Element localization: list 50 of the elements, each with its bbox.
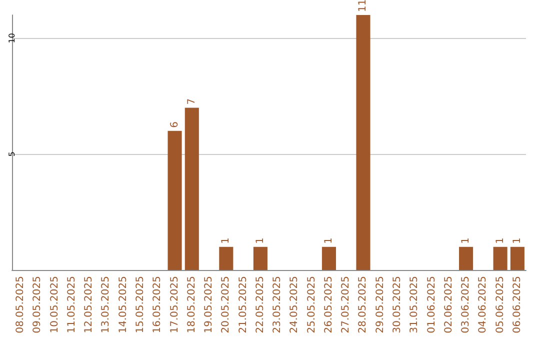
x-tick-label: 02.06.2025 [443, 276, 454, 334]
x-tick-label: 30.05.2025 [392, 276, 403, 334]
x-tick-label: 06.06.2025 [512, 276, 523, 334]
x-tick-label: 28.05.2025 [358, 276, 369, 334]
x-tick-label: 20.05.2025 [220, 276, 232, 334]
x-tick-label: 23.05.2025 [272, 276, 284, 334]
bar [168, 130, 182, 270]
x-tick-label: 16.05.2025 [152, 276, 164, 334]
data-label: 11 [358, 0, 369, 12]
x-tick-label: 10.05.2025 [49, 276, 60, 334]
x-tick-label: 09.05.2025 [32, 276, 44, 334]
data-label: 7 [186, 98, 198, 105]
y-tick-label: 10 [8, 33, 16, 44]
x-tick-label: 25.05.2025 [306, 276, 318, 334]
x-tick-label: 15.05.2025 [135, 276, 146, 334]
x-tick-label: 26.05.2025 [323, 276, 334, 334]
x-tick-label: 03.06.2025 [460, 276, 472, 334]
bar [356, 15, 370, 270]
bar [322, 246, 336, 270]
x-tick-label: 31.05.2025 [409, 276, 420, 334]
bar [493, 246, 508, 270]
x-tick-label: 24.05.2025 [289, 276, 300, 334]
y-tick-label: 5 [8, 152, 16, 157]
data-label: 1 [460, 237, 472, 244]
x-tick-label: 21.05.2025 [238, 276, 249, 334]
x-tick-label: 18.05.2025 [186, 276, 198, 334]
x-tick-label: 04.06.2025 [478, 276, 489, 334]
data-label: 1 [512, 237, 523, 244]
x-tick-label: 11.05.2025 [66, 276, 78, 334]
bar [184, 108, 199, 270]
data-label: 6 [169, 122, 180, 128]
data-label: 1 [323, 237, 334, 244]
x-tick-label: 19.05.2025 [204, 276, 215, 334]
x-tick-label: 22.05.2025 [254, 276, 266, 334]
bar [510, 246, 524, 270]
x-tick-label: 17.05.2025 [169, 276, 180, 334]
x-tick-label: 13.05.2025 [100, 276, 112, 334]
data-label: 1 [254, 237, 266, 244]
bar [459, 246, 474, 270]
x-tick-label: 14.05.2025 [118, 276, 129, 334]
x-tick-label: 01.06.2025 [426, 276, 438, 334]
bar [219, 246, 234, 270]
x-tick-label: 27.05.2025 [340, 276, 352, 334]
x-tick-label: 12.05.2025 [84, 276, 95, 334]
x-tick-label: 29.05.2025 [374, 276, 386, 334]
x-tick-label: 08.05.2025 [15, 276, 26, 334]
bar [253, 246, 268, 270]
x-tick-label: 05.06.2025 [494, 276, 506, 334]
data-label: 1 [220, 237, 232, 244]
data-label: 1 [494, 237, 506, 244]
